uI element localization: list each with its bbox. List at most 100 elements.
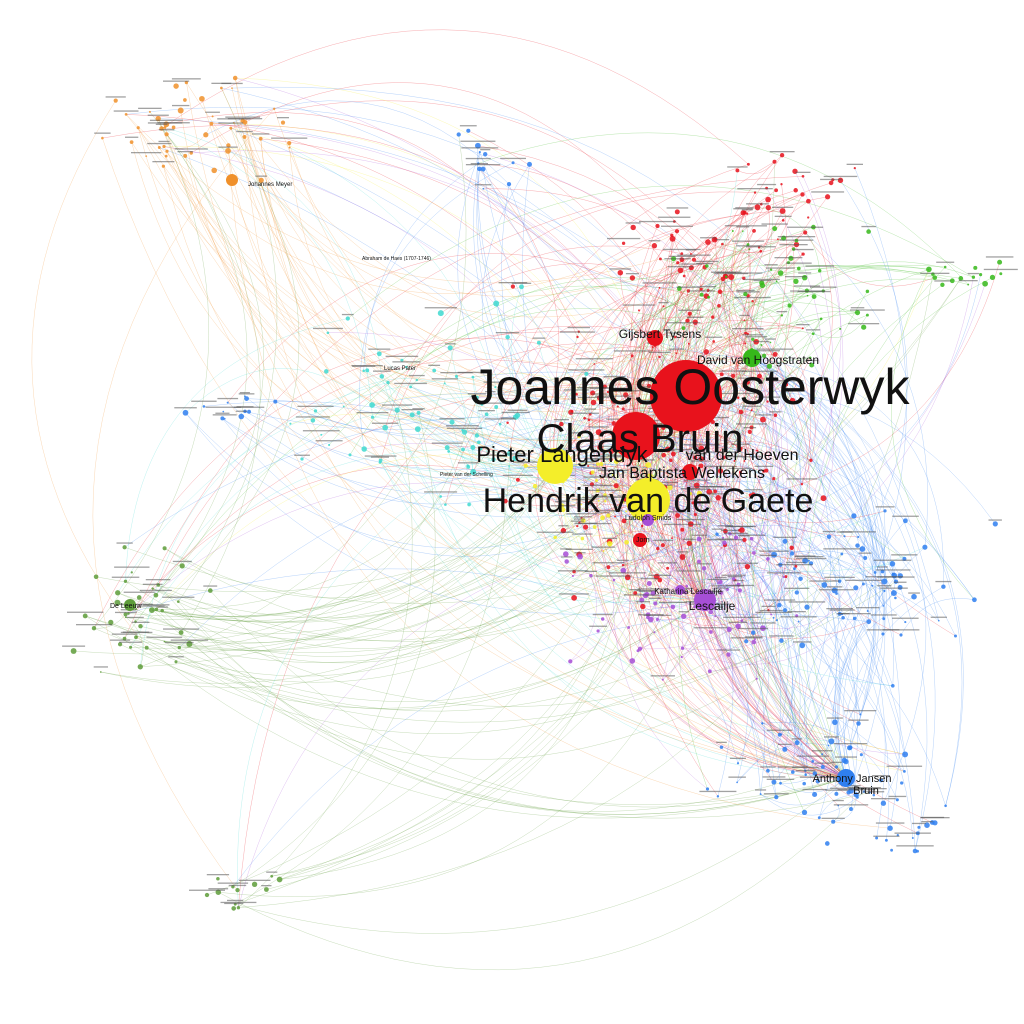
minor-label-text [485, 391, 496, 393]
network-node [577, 553, 583, 560]
network-edge [704, 599, 914, 839]
minor-label-text [553, 419, 569, 421]
network-node [559, 421, 564, 427]
network-edge [626, 497, 706, 601]
node-wellekens[interactable] [682, 464, 698, 480]
network-edge [708, 281, 864, 328]
network-edge [571, 411, 847, 779]
minor-label-text [830, 787, 868, 789]
network-node [861, 324, 867, 330]
minor-label-text [617, 559, 629, 561]
network-node [447, 345, 453, 351]
network-node [223, 417, 226, 420]
network-edge [751, 357, 963, 806]
minor-label-text [892, 515, 919, 517]
network-node [707, 669, 712, 674]
node-bruin[interactable] [612, 412, 660, 460]
network-node [273, 107, 276, 110]
minor-label-text [676, 286, 701, 288]
network-node [287, 140, 292, 146]
node-tyssens[interactable] [647, 330, 663, 346]
network-edge [736, 168, 907, 783]
node-leeuwen[interactable] [124, 599, 136, 611]
node-lescailje[interactable] [694, 589, 716, 611]
network-node [712, 340, 716, 343]
network-edge [608, 515, 906, 755]
minor-label-text [717, 525, 733, 527]
minor-label-text [111, 633, 138, 635]
network-node [163, 640, 166, 643]
network-node [536, 340, 541, 345]
network-edge [649, 475, 857, 795]
minor-label-text [743, 278, 780, 281]
minor-label-text [475, 184, 492, 186]
network-node [611, 421, 616, 426]
node-jorn[interactable] [633, 533, 647, 547]
minor-label-text [206, 874, 230, 876]
minor-label-text [501, 411, 530, 414]
network-edge [164, 127, 383, 377]
node-katharina[interactable] [675, 585, 685, 595]
network-edge [227, 150, 806, 775]
network-node [894, 596, 897, 600]
node-langendyk[interactable] [537, 448, 573, 484]
minor-label-text [736, 226, 750, 228]
network-edge [570, 412, 706, 601]
network-node [899, 633, 903, 637]
network-edge [85, 584, 825, 735]
node-meyer[interactable] [226, 174, 238, 186]
minor-label-text [313, 327, 343, 330]
minor-label-text [776, 564, 813, 566]
network-edge [510, 286, 556, 467]
network-node [527, 161, 532, 167]
network-node [748, 248, 751, 251]
network-node [621, 407, 625, 411]
network-edge [751, 357, 874, 612]
network-edge [472, 377, 716, 617]
network-edge [684, 182, 832, 397]
network-node [506, 181, 512, 187]
network-node [630, 224, 636, 231]
minor-label-text [500, 157, 526, 160]
minor-label-text [873, 559, 912, 561]
network-node [669, 235, 676, 242]
network-node [149, 607, 155, 613]
node-oosterwyk[interactable] [650, 360, 722, 432]
network-edge [623, 533, 885, 592]
network-edge [805, 232, 928, 548]
minor-label-text [848, 719, 869, 721]
node-jansen[interactable] [837, 769, 855, 787]
node-ludolph[interactable] [642, 514, 654, 526]
node-gaete[interactable] [626, 478, 670, 522]
minor-label-text [727, 525, 757, 528]
minor-label-text [483, 381, 508, 383]
minor-label-text [225, 116, 260, 118]
network-edge [630, 225, 696, 515]
network-node [651, 346, 654, 348]
network-node [699, 287, 703, 291]
network-node [595, 429, 602, 436]
network-edge [149, 111, 248, 596]
network-node [688, 491, 692, 496]
network-edge [628, 465, 702, 661]
node-hoogstraten[interactable] [743, 349, 761, 367]
network-edge [186, 82, 847, 779]
network-node [817, 268, 822, 273]
label-meyer: Johannes Meyer [248, 182, 292, 188]
network-node [378, 458, 383, 463]
minor-label-text [382, 404, 413, 406]
network-node [564, 559, 569, 564]
network-node [466, 128, 471, 133]
minor-label-text [780, 616, 817, 618]
network-edge [671, 538, 754, 643]
network-node [122, 545, 127, 550]
minor-label-text [745, 336, 768, 338]
network-edge [780, 564, 893, 687]
network-node [289, 422, 292, 425]
network-node [792, 168, 798, 174]
network-node [226, 143, 231, 148]
minor-label-text [584, 570, 597, 572]
minor-label-text [163, 80, 190, 82]
network-node [766, 363, 773, 369]
network-edge [554, 464, 894, 686]
